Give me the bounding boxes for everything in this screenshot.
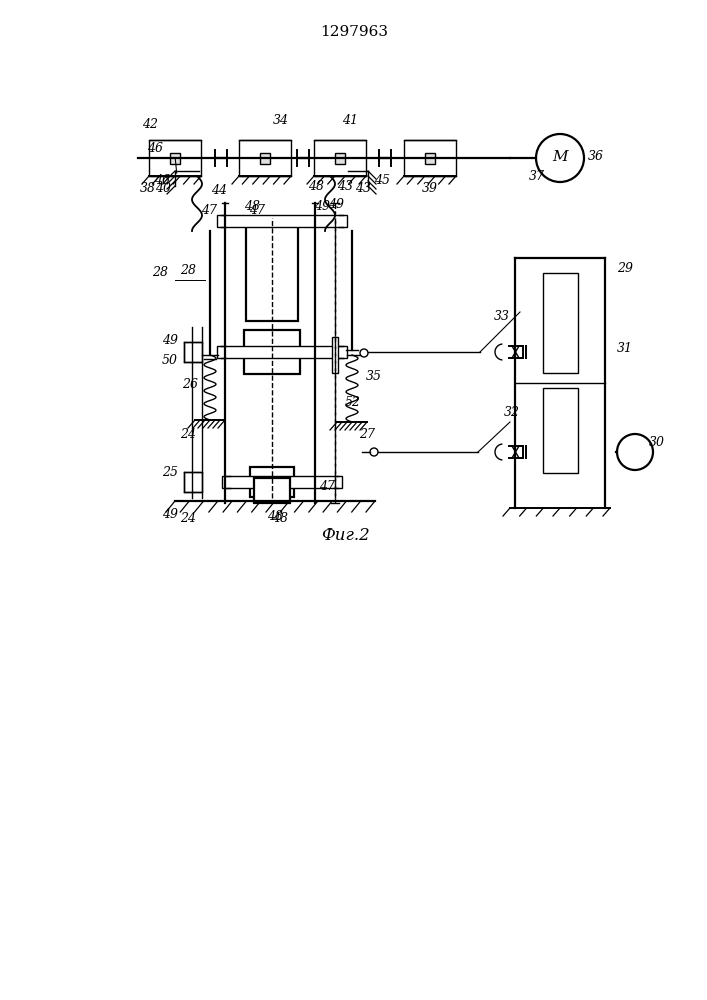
Text: 46: 46 <box>154 174 170 188</box>
Text: 43: 43 <box>337 180 353 192</box>
Bar <box>238 216 306 226</box>
Bar <box>246 221 298 321</box>
Text: 36: 36 <box>588 149 604 162</box>
Text: 47: 47 <box>201 205 217 218</box>
Text: 48: 48 <box>272 512 288 524</box>
Text: 32: 32 <box>504 406 520 418</box>
Text: 47: 47 <box>249 205 265 218</box>
Bar <box>425 152 435 163</box>
Text: Фиг.2: Фиг.2 <box>321 526 369 544</box>
Text: 43: 43 <box>355 182 371 194</box>
Text: 48: 48 <box>267 510 283 524</box>
Bar <box>184 342 202 362</box>
Text: 50: 50 <box>162 354 178 366</box>
Text: 47: 47 <box>319 481 335 493</box>
Text: 42: 42 <box>142 117 158 130</box>
Text: 35: 35 <box>366 370 382 383</box>
Text: 38: 38 <box>140 182 156 194</box>
Text: 41: 41 <box>342 113 358 126</box>
Text: 28: 28 <box>180 263 196 276</box>
Text: 49: 49 <box>162 508 178 522</box>
Text: 44: 44 <box>211 184 227 198</box>
Text: 40: 40 <box>155 182 171 194</box>
Text: 34: 34 <box>273 113 289 126</box>
Bar <box>260 152 270 163</box>
Text: 46: 46 <box>147 141 163 154</box>
Text: 49: 49 <box>314 200 330 214</box>
Bar <box>244 330 300 374</box>
Text: 24: 24 <box>180 428 196 440</box>
Bar <box>217 215 347 227</box>
Bar <box>335 152 345 163</box>
Text: 28: 28 <box>152 265 168 278</box>
Text: 33: 33 <box>494 310 510 324</box>
Text: M: M <box>552 150 568 164</box>
Text: 49: 49 <box>328 198 344 211</box>
Text: 25: 25 <box>162 466 178 479</box>
Bar <box>254 478 290 503</box>
Text: 37: 37 <box>529 169 545 182</box>
Text: 31: 31 <box>617 342 633 355</box>
Text: 45: 45 <box>374 174 390 188</box>
Text: 52: 52 <box>345 395 361 408</box>
Bar <box>222 476 342 488</box>
Text: 1297963: 1297963 <box>320 25 388 39</box>
Text: 49: 49 <box>162 334 178 347</box>
Text: 48: 48 <box>308 180 324 192</box>
Text: 48: 48 <box>244 200 260 214</box>
Bar <box>184 472 202 492</box>
Bar <box>149 140 201 176</box>
Text: 26: 26 <box>182 378 198 391</box>
Text: 39: 39 <box>422 182 438 194</box>
Bar <box>250 467 294 497</box>
Bar <box>332 337 338 373</box>
Bar <box>170 152 180 163</box>
Text: 24: 24 <box>180 512 196 524</box>
Bar <box>239 140 291 176</box>
Bar <box>542 273 578 373</box>
Text: 27: 27 <box>359 428 375 442</box>
Text: 29: 29 <box>617 261 633 274</box>
Bar <box>314 140 366 176</box>
Bar <box>404 140 456 176</box>
Text: 30: 30 <box>649 436 665 448</box>
Bar <box>542 388 578 473</box>
Bar <box>217 346 347 358</box>
